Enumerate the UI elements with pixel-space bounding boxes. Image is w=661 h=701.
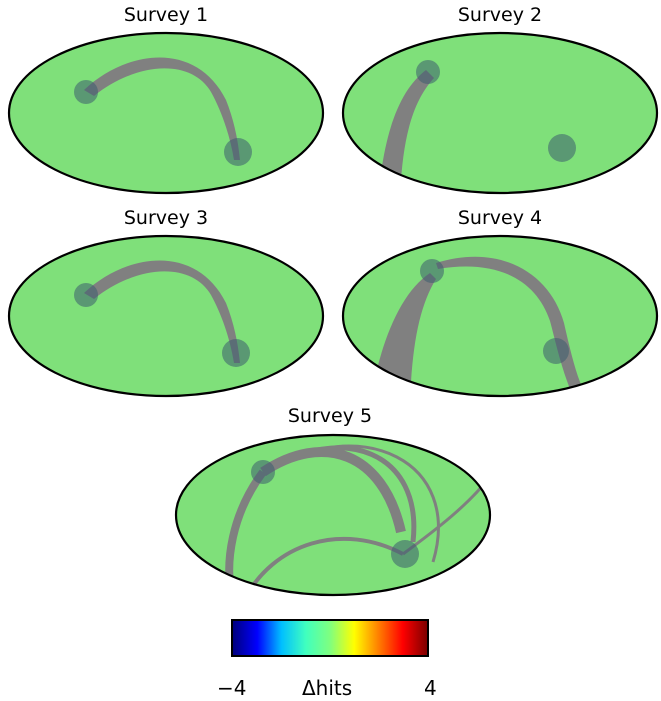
hotspot [543,338,569,364]
survey-3-title: Survey 3 [123,207,209,229]
colorbar [231,619,429,657]
colorbar-title: Δhits [302,676,353,700]
survey-2-map [341,31,659,195]
hotspot [74,283,98,307]
hotspot [420,259,444,283]
survey-1-title: Survey 1 [123,4,209,26]
survey-5-map [174,433,492,597]
survey-3-map [7,234,325,398]
hotspot [391,540,419,568]
survey-4-title: Survey 4 [457,207,543,229]
hotspot [251,460,275,484]
colorbar-max-label: 4 [424,676,437,700]
survey-5-title: Survey 5 [287,405,373,427]
masked-stripe [378,70,434,193]
hotspot [416,60,440,84]
hotspot [74,80,98,104]
hotspot [222,339,250,367]
colorbar-min-label: −4 [217,676,247,700]
survey-1-map [7,31,325,195]
masked-stripe [241,536,404,595]
hotspot [548,134,576,162]
survey-2-title: Survey 2 [457,4,543,26]
hotspot [224,138,252,166]
survey-4-map [341,234,659,398]
